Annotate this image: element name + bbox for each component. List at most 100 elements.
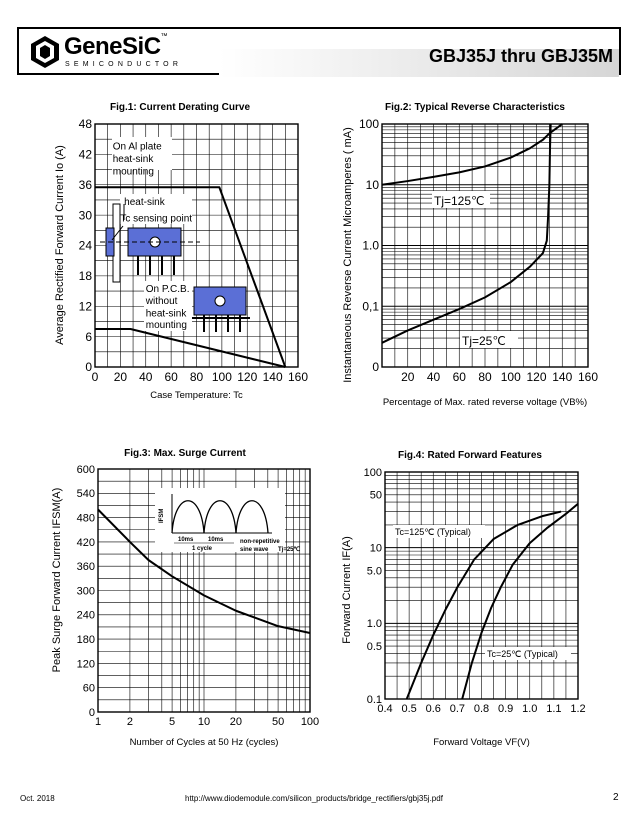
fig4-x-ticks: 0.4 0.5 0.6 0.7 0.8 0.9 1.0 1.1 1.2 [377,703,585,715]
y-tick-label: 1.0 [367,618,382,630]
x-tick-label: 1.0 [522,703,537,715]
x-tick-label: 80 [478,370,492,384]
y-tick-label: 50 [370,490,382,502]
fig1-ylabel: Average Rectified Forward Current Io (A) [54,145,66,345]
fig3-ylabel: Peak Surge Forward Current IFSM(A) [51,488,63,673]
series-label-bg [485,647,571,660]
x-tick-label: 20 [401,370,415,384]
y-tick-label: 30 [79,208,93,222]
fig2-title: Fig.2: Typical Reverse Characteristics [385,102,565,113]
y-tick-label: 18 [79,269,93,283]
y-tick-label: 0.5 [367,641,382,653]
leader-line [111,225,124,241]
annotation-label: heat-sink [113,154,155,165]
fig1-y-ticks: 0 6 12 18 24 30 36 42 48 [79,117,93,374]
y-tick-label: 600 [77,464,95,476]
annotation-label: On P.C.B. [146,284,190,295]
y-tick-label: 180 [77,634,95,646]
x-tick-label: 60 [453,370,467,384]
x-tick-label: 100 [301,716,319,728]
y-tick-label: 10 [366,178,380,192]
annotation-bg [144,281,192,331]
x-tick-label: 160 [578,370,598,384]
annotation-label: without [145,296,178,307]
page-header: GeneSiC™ SEMICONDUCTOR GBJ35J thru GBJ35… [17,27,621,77]
y-tick-label: 100 [359,117,379,131]
inset-cycle-label: 1 cycle [192,546,213,552]
x-tick-label: 10 [198,716,210,728]
y-tick-label: 240 [77,610,95,622]
x-tick-label: 0.6 [426,703,441,715]
x-tick-label: 1.1 [546,703,561,715]
fig4-frame [384,471,579,700]
fig4-grid [384,472,579,700]
x-tick-label: 20 [230,716,242,728]
x-tick-label: 100 [501,370,521,384]
y-tick-label: 420 [77,537,95,549]
series-label: Tj=125℃ [434,194,485,208]
y-tick-label: 540 [77,488,95,500]
charts-canvas: On Al plateheat-sinkmountingheat-sinkTc … [51,102,598,748]
sine-half-wave [203,500,237,534]
x-tick-label: 50 [272,716,284,728]
x-tick-label: 0.7 [450,703,465,715]
fig4-series-1-line [405,510,562,700]
part-number-range: GBJ35J thru GBJ35M [428,46,613,66]
fig4-xlabel: Forward Voltage VF(V) [433,737,530,748]
inset-temp-label: Tj=25℃ [278,546,301,553]
fig2-chart: Tj=125℃ Tj=25℃ 20 40 60 80 100 120 140 160 0 0,1 1.0… [342,102,598,408]
y-tick-label: 480 [77,512,95,524]
fig2-frame [381,123,589,368]
y-tick-label: 360 [77,561,95,573]
fig2-x-ticks: 20 40 60 80 100 120 140 160 [401,370,598,384]
fig2-y-ticks: 0 0,1 1.0 10 100 [359,117,379,374]
fig4-ylabel: Forward Current IF(A) [341,536,353,644]
inset-period-label: 10ms [208,537,224,543]
x-tick-label: 100 [212,370,232,384]
y-tick-label: 0 [85,360,92,374]
footer-page-number: 2 [613,792,619,803]
fig1-title: Fig.1: Current Derating Curve [110,102,250,113]
header-gradient-band [219,49,619,77]
fig4-title: Fig.4: Rated Forward Features [398,450,542,461]
y-tick-label: 1.0 [362,239,379,253]
fig1-series-1-line [95,186,287,368]
series-label: Tc=25℃ (Typical) [487,649,558,659]
series-label-bg [460,331,518,348]
y-tick-label: 60 [83,683,95,695]
y-tick-label: 0 [89,707,95,719]
annotation-bg [120,194,192,224]
x-tick-label: 1 [95,716,101,728]
x-tick-label: 0.5 [401,703,416,715]
fig3-title: Fig.3: Max. Surge Current [124,448,246,459]
fig1-x-ticks: 0 20 40 60 80 100 120 140 160 [92,370,309,384]
annotation-label: mounting [113,167,154,178]
x-tick-label: 0.9 [498,703,513,715]
series-label-bg [432,191,490,208]
fig2-series-1-line [381,123,563,186]
x-tick-label: 2 [127,716,133,728]
y-tick-label: 36 [79,178,93,192]
fig4-chart: Tc=125℃ (Typical) Tc=25℃ (Typical) 0.4 0.5 0… [341,450,586,748]
y-tick-label: 0,1 [362,299,379,313]
fig2-series-2-line [381,123,552,344]
y-tick-label: 42 [79,148,93,162]
x-tick-label: 120 [526,370,546,384]
x-tick-label: 0 [92,370,99,384]
x-tick-label: 40 [427,370,441,384]
inset-period-label: 10ms [178,537,194,543]
x-tick-label: 160 [288,370,308,384]
footer-url[interactable]: http://www.diodemodule.com/silicon_produ… [185,794,443,803]
annotation-label: heat-sink [124,197,166,208]
fig3-xlabel: Number of Cycles at 50 Hz (cycles) [130,737,279,748]
fig3-frame [97,468,311,713]
x-tick-label: 140 [263,370,283,384]
annotation-label: heat-sink [146,308,188,319]
y-tick-label: 120 [77,658,95,670]
x-tick-label: 0.4 [377,703,392,715]
inset-wave-label: sine wave [240,547,269,553]
series-label: Tc=125℃ (Typical) [395,527,471,537]
fig1-chart: On Al plateheat-sinkmountingheat-sinkTc … [54,102,308,401]
x-tick-label: 0.8 [474,703,489,715]
genesic-logo-icon [31,36,59,68]
